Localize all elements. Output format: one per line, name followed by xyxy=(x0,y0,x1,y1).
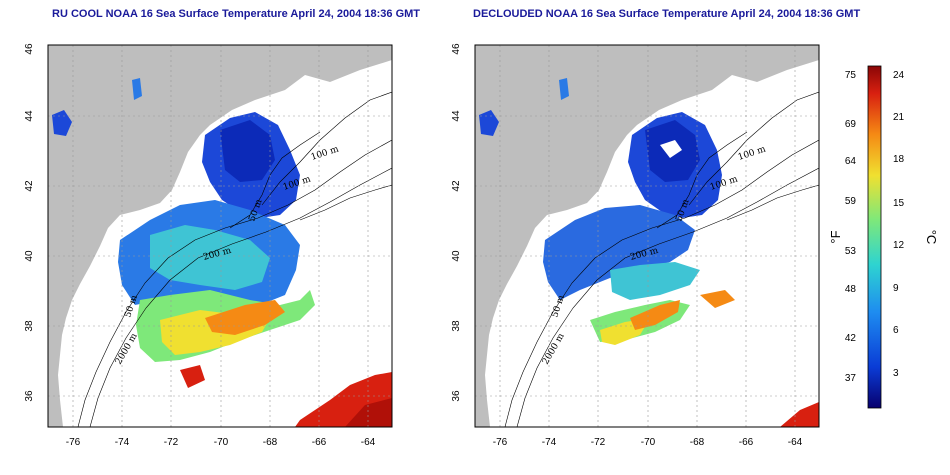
lon-tick: -68 xyxy=(263,437,278,448)
lat-tick: 40 xyxy=(451,250,462,262)
c-tick: 18 xyxy=(893,154,905,165)
lon-tick: -72 xyxy=(591,437,606,448)
lon-tick: -74 xyxy=(542,437,557,448)
left-lon-ticks: -76 -74 -72 -70 -68 -66 -64 xyxy=(66,437,376,448)
colorbar: 75 69 64 59 53 48 42 37 24 21 18 15 12 9… xyxy=(828,65,939,409)
colorbar-gradient xyxy=(867,65,882,409)
lon-tick: -74 xyxy=(115,437,130,448)
graticule xyxy=(475,45,819,427)
right-panel-title: DECLOUDED NOAA 16 Sea Surface Temperatur… xyxy=(473,8,861,20)
right-lon-ticks: -76 -74 -72 -70 -68 -66 -64 xyxy=(493,437,803,448)
f-tick: 69 xyxy=(845,119,857,130)
c-tick: 21 xyxy=(893,112,905,123)
left-map-panel: 100 m 100 m 50 m 200 m 50 m 2000 m -76 -… xyxy=(24,43,393,448)
lon-tick: -64 xyxy=(361,437,376,448)
land-mass xyxy=(475,45,819,427)
land-mass xyxy=(48,45,392,427)
lon-tick: -70 xyxy=(641,437,656,448)
colorbar-c-ticks: 24 21 18 15 12 9 6 3 xyxy=(893,70,905,379)
lat-tick: 46 xyxy=(451,43,462,55)
left-panel-title: RU COOL NOAA 16 Sea Surface Temperature … xyxy=(52,8,421,20)
lon-tick: -70 xyxy=(214,437,229,448)
lat-tick: 38 xyxy=(451,320,462,332)
f-tick: 37 xyxy=(845,373,857,384)
lat-tick: 44 xyxy=(24,110,35,122)
right-map-panel: 100 m 100 m 50 m 200 m 50 m 2000 m -76 -… xyxy=(451,43,820,448)
celsius-unit-label: °C xyxy=(924,230,939,245)
fahrenheit-unit-label: °F xyxy=(828,230,843,243)
colorbar-f-ticks: 75 69 64 59 53 48 42 37 xyxy=(845,70,857,384)
c-tick: 6 xyxy=(893,325,899,336)
lon-tick: -76 xyxy=(493,437,508,448)
sst-shelf-water xyxy=(543,205,695,300)
bathymetry-contours xyxy=(504,91,819,427)
lat-tick: 36 xyxy=(24,390,35,402)
lon-tick: -72 xyxy=(164,437,179,448)
c-tick: 9 xyxy=(893,283,899,294)
f-tick: 64 xyxy=(845,156,857,167)
c-tick: 3 xyxy=(893,368,899,379)
graticule xyxy=(48,45,392,427)
f-tick: 48 xyxy=(845,284,857,295)
lat-tick: 42 xyxy=(451,180,462,192)
lat-tick: 40 xyxy=(24,250,35,262)
lat-tick: 46 xyxy=(24,43,35,55)
right-lat-ticks: 46 44 42 40 38 36 xyxy=(451,43,462,402)
c-tick: 15 xyxy=(893,198,905,209)
sst-gulf-stream xyxy=(780,402,819,427)
lon-tick: -68 xyxy=(690,437,705,448)
lat-tick: 44 xyxy=(451,110,462,122)
lon-tick: -66 xyxy=(312,437,327,448)
c-tick: 24 xyxy=(893,70,905,81)
lon-tick: -76 xyxy=(66,437,81,448)
c-tick: 12 xyxy=(893,240,905,251)
f-tick: 42 xyxy=(845,333,857,344)
left-lat-ticks: 46 44 42 40 38 36 xyxy=(24,43,35,402)
f-tick: 75 xyxy=(845,70,857,81)
lat-tick: 38 xyxy=(24,320,35,332)
lon-tick: -64 xyxy=(788,437,803,448)
f-tick: 53 xyxy=(845,246,857,257)
lon-tick: -66 xyxy=(739,437,754,448)
f-tick: 59 xyxy=(845,196,857,207)
lat-tick: 42 xyxy=(24,180,35,192)
lat-tick: 36 xyxy=(451,390,462,402)
